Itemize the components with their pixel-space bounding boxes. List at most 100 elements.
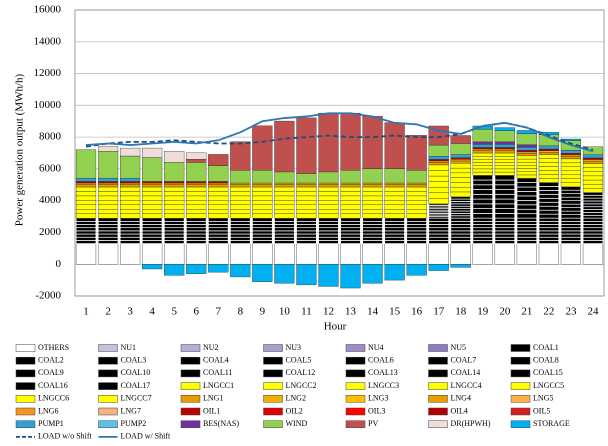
legend-label: OIL4: [451, 406, 468, 415]
bar-segment: [560, 170, 582, 175]
bar-segment: [296, 264, 317, 286]
bar-segment: [97, 200, 119, 205]
bar-segment: [186, 204, 207, 210]
bar-segment: [406, 217, 427, 222]
bar-segment: [406, 243, 427, 265]
legend-swatch: [15, 420, 36, 428]
bar-segment: [185, 230, 207, 235]
bar-segment: [252, 186, 273, 192]
bar-segment: [186, 264, 207, 274]
bar-segment: [472, 165, 493, 170]
bar-segment: [406, 204, 427, 210]
bar-segment: [75, 182, 97, 185]
bar-segment: [384, 182, 405, 185]
bar-segment: [230, 217, 251, 222]
bar-segment: [208, 209, 229, 214]
bar-segment: [163, 236, 185, 241]
bar-segment: [362, 217, 383, 222]
bar-segment: [362, 264, 383, 284]
bar-segment: [208, 195, 229, 201]
bar-segment: [142, 204, 163, 210]
legend-swatch: [510, 344, 531, 352]
bar-segment: [318, 220, 339, 225]
bar-segment: [75, 230, 97, 235]
bar-segment: [384, 264, 405, 281]
bar-segment: [384, 230, 405, 235]
bar-segment: [230, 204, 251, 210]
bar-segment: [516, 204, 538, 210]
bar-segment: [120, 186, 141, 192]
bar-segment: [208, 220, 229, 225]
bar-segment: [494, 213, 516, 219]
bar-segment: [560, 224, 582, 229]
bar-segment: [362, 209, 383, 214]
bar-segment: [582, 240, 604, 244]
bar-segment: [472, 179, 494, 186]
bar-segment: [516, 155, 537, 160]
bar-segment: [428, 243, 449, 265]
bar-segment: [362, 191, 383, 197]
bar-segment: [97, 186, 119, 192]
bar-segment: [119, 240, 141, 244]
bar-segment: [406, 184, 427, 188]
bar-segment: [340, 240, 361, 244]
bar-segment: [142, 243, 163, 265]
bar-segment: [274, 204, 295, 210]
bar-segment: [318, 209, 339, 214]
bar-segment: [538, 236, 560, 241]
bar-segment: [318, 171, 339, 184]
bar-segment: [230, 227, 251, 232]
bar-segment: [185, 224, 207, 229]
bar-segment: [230, 195, 251, 201]
bar-segment: [362, 168, 383, 184]
bar-segment: [142, 191, 163, 197]
bar-segment: [75, 178, 97, 182]
bar-segment: [450, 227, 471, 232]
bar-segment: [582, 163, 604, 168]
bar-segment: [208, 243, 229, 265]
x-tick-label: 7: [216, 306, 222, 318]
bar-segment: [538, 201, 560, 207]
bar-segment: [186, 191, 207, 197]
bar-segment: [560, 203, 582, 209]
legend-swatch: [345, 407, 366, 416]
legend-swatch: [428, 420, 448, 428]
bar-segment: [97, 182, 119, 185]
bar-segment: [560, 158, 582, 164]
bar-segment: [274, 209, 295, 214]
legend-swatch: [510, 395, 531, 403]
bar-segment: [472, 148, 493, 151]
bar-segment: [428, 175, 449, 182]
legend-swatch: [510, 382, 531, 390]
bar-segment: [494, 165, 515, 170]
bar-segment: [230, 233, 251, 238]
bar-segment: [494, 168, 515, 173]
bar-segment: [75, 149, 97, 179]
bar-segment: [97, 195, 119, 201]
bar-segment: [119, 230, 141, 235]
bar-segment: [582, 214, 604, 219]
bar-segment: [252, 195, 273, 201]
bar-segment: [494, 141, 515, 145]
legend-swatch: [345, 395, 366, 403]
bar-segment: [120, 195, 141, 201]
legend-swatch: [15, 407, 36, 416]
legend-label: COAL3: [121, 356, 147, 365]
bar-segment: [450, 135, 471, 144]
y-tick-label: 14000: [34, 35, 62, 47]
bar-segment: [142, 157, 163, 182]
bar-segment: [274, 120, 295, 173]
bar-segment: [230, 141, 251, 171]
bar-segment: [120, 178, 141, 182]
bar-segment: [538, 166, 559, 171]
bar-segment: [384, 191, 405, 197]
legend-label: PUMP2: [121, 419, 147, 428]
bar-segment: [208, 217, 229, 222]
bar-segment: [494, 198, 516, 205]
y-axis-label: Power generation output (MWh/h): [14, 73, 26, 226]
bar-segment: [494, 189, 516, 195]
legend-label: LNGCC3: [368, 381, 399, 390]
legend-label: LNGCC1: [203, 381, 234, 390]
legend-swatch: [15, 344, 36, 352]
